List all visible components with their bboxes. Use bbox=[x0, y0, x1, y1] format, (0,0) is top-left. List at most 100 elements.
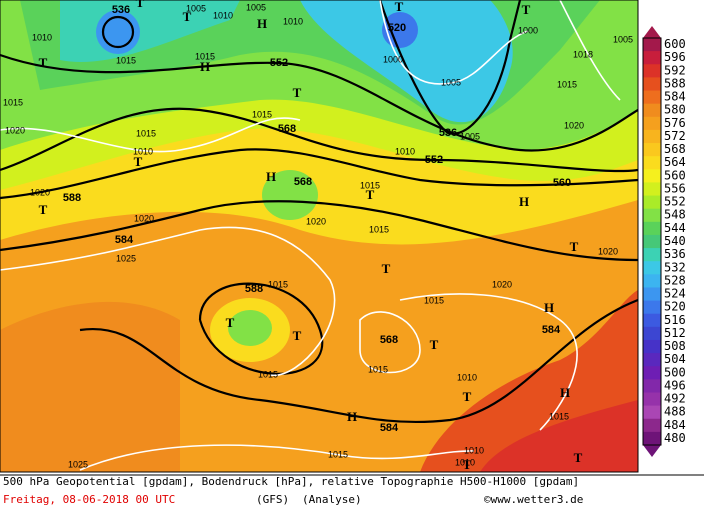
colorbar-swatch bbox=[643, 156, 661, 170]
colorbar-label: 572 bbox=[664, 129, 686, 143]
pressure-label: 1010 bbox=[457, 372, 477, 382]
geopotential-label: 552 bbox=[425, 154, 443, 166]
geopotential-label: 584 bbox=[542, 324, 561, 336]
colorbar-swatch bbox=[643, 392, 661, 407]
colorbar-label: 516 bbox=[664, 313, 686, 327]
colorbar-swatch bbox=[643, 221, 661, 236]
colorbar-label: 488 bbox=[664, 405, 686, 419]
geopotential-label: 568 bbox=[278, 123, 296, 135]
colorbar-label: 520 bbox=[664, 300, 686, 314]
colorbar-swatch bbox=[643, 182, 661, 197]
colorbar-label: 552 bbox=[664, 195, 686, 209]
pressure-center: T bbox=[226, 315, 235, 330]
pressure-label: 1015 bbox=[328, 449, 348, 459]
colorbar-swatch bbox=[643, 248, 661, 262]
geopotential-label: 536 bbox=[439, 127, 457, 139]
pressure-center: H bbox=[560, 385, 570, 400]
pressure-label: 1010 bbox=[455, 457, 475, 467]
pressure-label: 1015 bbox=[258, 369, 278, 379]
colorbar-swatch bbox=[643, 143, 661, 157]
colorbar-swatch bbox=[643, 51, 661, 65]
pressure-label: 1005 bbox=[246, 2, 266, 12]
colorbar-label: 560 bbox=[664, 168, 686, 182]
pressure-label: 1020 bbox=[564, 120, 584, 130]
pressure-center: T bbox=[463, 389, 472, 404]
map-frame bbox=[0, 0, 639, 473]
pressure-label: 1000 bbox=[518, 25, 538, 35]
colorbar-label: 548 bbox=[664, 208, 686, 222]
pressure-label: 1025 bbox=[68, 459, 88, 469]
colorbar-label: 600 bbox=[664, 37, 686, 51]
pressure-label: 1005 bbox=[186, 3, 206, 13]
colorbar-label: 596 bbox=[664, 50, 686, 64]
geopotential-label: 584 bbox=[115, 234, 134, 246]
colorbar-swatch bbox=[643, 379, 661, 393]
pressure-center: H bbox=[544, 300, 554, 315]
pressure-center: T bbox=[183, 9, 192, 24]
colorbar: 6005965925885845805765725685645605565525… bbox=[642, 37, 686, 446]
pressure-center: T bbox=[395, 0, 404, 14]
map-field bbox=[0, 0, 638, 472]
pressure-label: 1005 bbox=[460, 131, 480, 141]
pressure-center: T bbox=[430, 337, 439, 352]
colorbar-swatch bbox=[643, 103, 661, 118]
colorbar-swatch bbox=[643, 77, 661, 92]
pressure-label: 1010 bbox=[213, 10, 233, 20]
colorbar-label: 524 bbox=[664, 287, 686, 301]
pressure-center: T bbox=[39, 55, 48, 70]
footer-model: (GFS) bbox=[256, 493, 289, 506]
pressure-center: T bbox=[134, 154, 143, 169]
pressure-center: T bbox=[463, 457, 472, 472]
footer-description: 500 hPa Geopotential [gpdam], Bodendruck… bbox=[3, 475, 579, 488]
pressure-center: H bbox=[519, 194, 529, 209]
colorbar-label: 580 bbox=[664, 103, 686, 117]
colorbar-swatch bbox=[643, 418, 661, 433]
pressure-label: 1000 bbox=[383, 54, 403, 64]
colorbar-frame bbox=[642, 37, 662, 446]
pressure-label: 1020 bbox=[30, 187, 50, 197]
colorbar-swatch bbox=[643, 169, 661, 183]
pressure-center: H bbox=[200, 59, 210, 74]
pressure-label: 1015 bbox=[136, 128, 156, 138]
pressure-label: 1020 bbox=[134, 213, 154, 223]
pressure-center: T bbox=[574, 450, 583, 465]
pressure-label: 1015 bbox=[3, 97, 23, 107]
pressure-label: 1015 bbox=[116, 55, 136, 65]
colorbar-swatch bbox=[643, 234, 661, 249]
pressure-center: T bbox=[293, 85, 302, 100]
colorbar-swatch bbox=[643, 208, 661, 223]
colorbar-label: 588 bbox=[664, 76, 686, 90]
pressure-center: H bbox=[266, 169, 276, 184]
colorbar-swatch bbox=[643, 366, 661, 380]
pressure-label: 1018 bbox=[573, 49, 593, 59]
footer-copyright: ©www.wetter3.de bbox=[484, 493, 583, 506]
pressure-label: 1005 bbox=[441, 77, 461, 87]
pressure-center: H bbox=[347, 409, 357, 424]
pressure-label: 1015 bbox=[195, 51, 215, 61]
geopotential-label: 568 bbox=[380, 334, 398, 346]
geopotential-label: 536 bbox=[112, 4, 130, 16]
colorbar-swatch bbox=[643, 274, 661, 288]
pressure-label: 1010 bbox=[283, 16, 303, 26]
colorbar-swatch bbox=[643, 300, 661, 315]
colorbar-swatch bbox=[643, 287, 661, 302]
pressure-center: T bbox=[136, 0, 145, 10]
colorbar-label: 568 bbox=[664, 142, 686, 156]
pressure-label: 1005 bbox=[613, 34, 633, 44]
colorbar-label: 528 bbox=[664, 273, 686, 287]
colorbar-swatch bbox=[643, 339, 661, 354]
colorbar-label: 508 bbox=[664, 339, 686, 353]
colorbar-swatch bbox=[643, 405, 661, 420]
colorbar-label: 504 bbox=[664, 352, 686, 366]
pressure-center: H bbox=[257, 16, 267, 31]
pressure-label: 1010 bbox=[32, 32, 52, 42]
pressure-label: 1015 bbox=[252, 109, 272, 119]
colorbar-label: 532 bbox=[664, 260, 686, 274]
geopotential-label: 584 bbox=[380, 422, 399, 434]
pressure-center: T bbox=[522, 2, 531, 17]
geopotential-label: 520 bbox=[388, 22, 406, 34]
colorbar-label: 512 bbox=[664, 326, 686, 340]
geopotential-label: 552 bbox=[270, 57, 288, 69]
colorbar-label: 492 bbox=[664, 392, 686, 406]
